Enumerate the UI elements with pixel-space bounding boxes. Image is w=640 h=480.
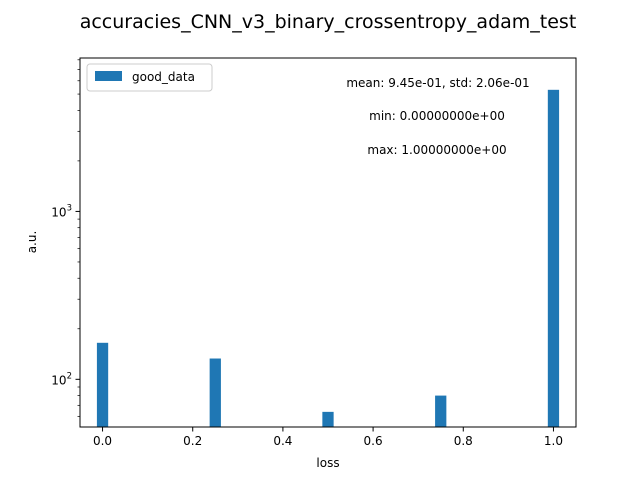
bar-0-3 (435, 395, 447, 427)
x-tick-label-1: 0.2 (183, 434, 202, 448)
bars-group (96, 89, 560, 427)
x-axis: 0.0 0.2 0.4 0.6 0.8 1.0 (93, 427, 563, 448)
stats-mean-std: mean: 9.45e-01, std: 2.06e-01 (346, 76, 529, 90)
x-tick-label-5: 1.0 (544, 434, 563, 448)
y-tick-label-0: 102 (51, 371, 72, 387)
y-axis: 102 103 (51, 59, 80, 417)
x-tick-label-3: 0.6 (364, 434, 383, 448)
legend-frame (86, 63, 213, 92)
plot-area: 0.0 0.2 0.4 0.6 0.8 1.0 102 103 (51, 57, 577, 448)
y-tick-label-1: 103 (51, 203, 72, 219)
x-axis-label: loss (316, 456, 339, 470)
chart-title: accuracies_CNN_v3_binary_crossentropy_ad… (80, 11, 577, 33)
x-tick-label-2: 0.4 (273, 434, 292, 448)
bar-0-4 (547, 89, 560, 427)
bar-0-2 (322, 411, 334, 427)
stats-min: min: 0.00000000e+00 (369, 109, 505, 123)
legend: good_data (86, 63, 213, 92)
x-tick-label-0: 0.0 (93, 434, 112, 448)
y-axis-label: a.u. (25, 231, 39, 254)
legend-swatch (95, 71, 122, 81)
bar-0-0 (96, 342, 109, 427)
bar-0-1 (209, 358, 221, 427)
legend-label: good_data (132, 70, 195, 84)
stats-max: max: 1.00000000e+00 (367, 143, 506, 157)
x-tick-label-4: 0.8 (454, 434, 473, 448)
plot-frame (79, 57, 577, 428)
